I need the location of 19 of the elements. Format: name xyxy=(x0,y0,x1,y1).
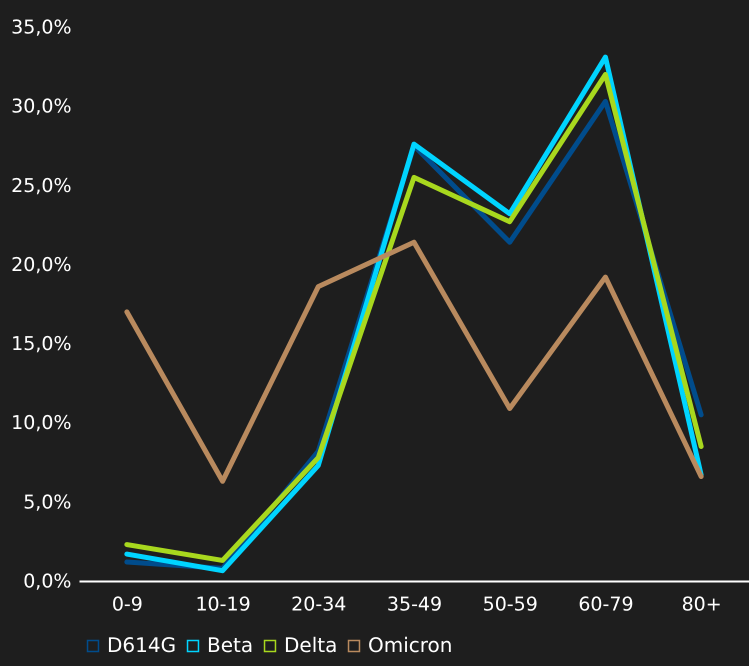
x-tick-label: 35-49 xyxy=(386,594,442,616)
legend-label: Delta xyxy=(284,633,338,657)
x-tick-label: 50-59 xyxy=(482,594,538,616)
y-tick-label: 10,0% xyxy=(11,412,72,434)
legend-label: Beta xyxy=(207,633,254,657)
y-tick-label: 25,0% xyxy=(11,174,72,197)
legend-label: D614G xyxy=(107,633,176,657)
y-tick-label: 0,0% xyxy=(23,570,72,592)
legend-label: Omicron xyxy=(368,633,452,657)
y-tick-label: 20,0% xyxy=(11,254,72,276)
x-tick-label: 80+ xyxy=(682,594,722,616)
x-tick-label: 10-19 xyxy=(195,594,251,616)
x-tick-label: 0-9 xyxy=(112,594,143,616)
y-tick-label: 35,0% xyxy=(11,16,72,38)
x-tick-label: 60-79 xyxy=(578,594,634,616)
y-tick-label: 30,0% xyxy=(11,96,72,118)
x-tick-label: 20-34 xyxy=(291,594,346,616)
y-tick-label: 15,0% xyxy=(11,333,72,356)
y-tick-label: 5,0% xyxy=(23,491,72,514)
